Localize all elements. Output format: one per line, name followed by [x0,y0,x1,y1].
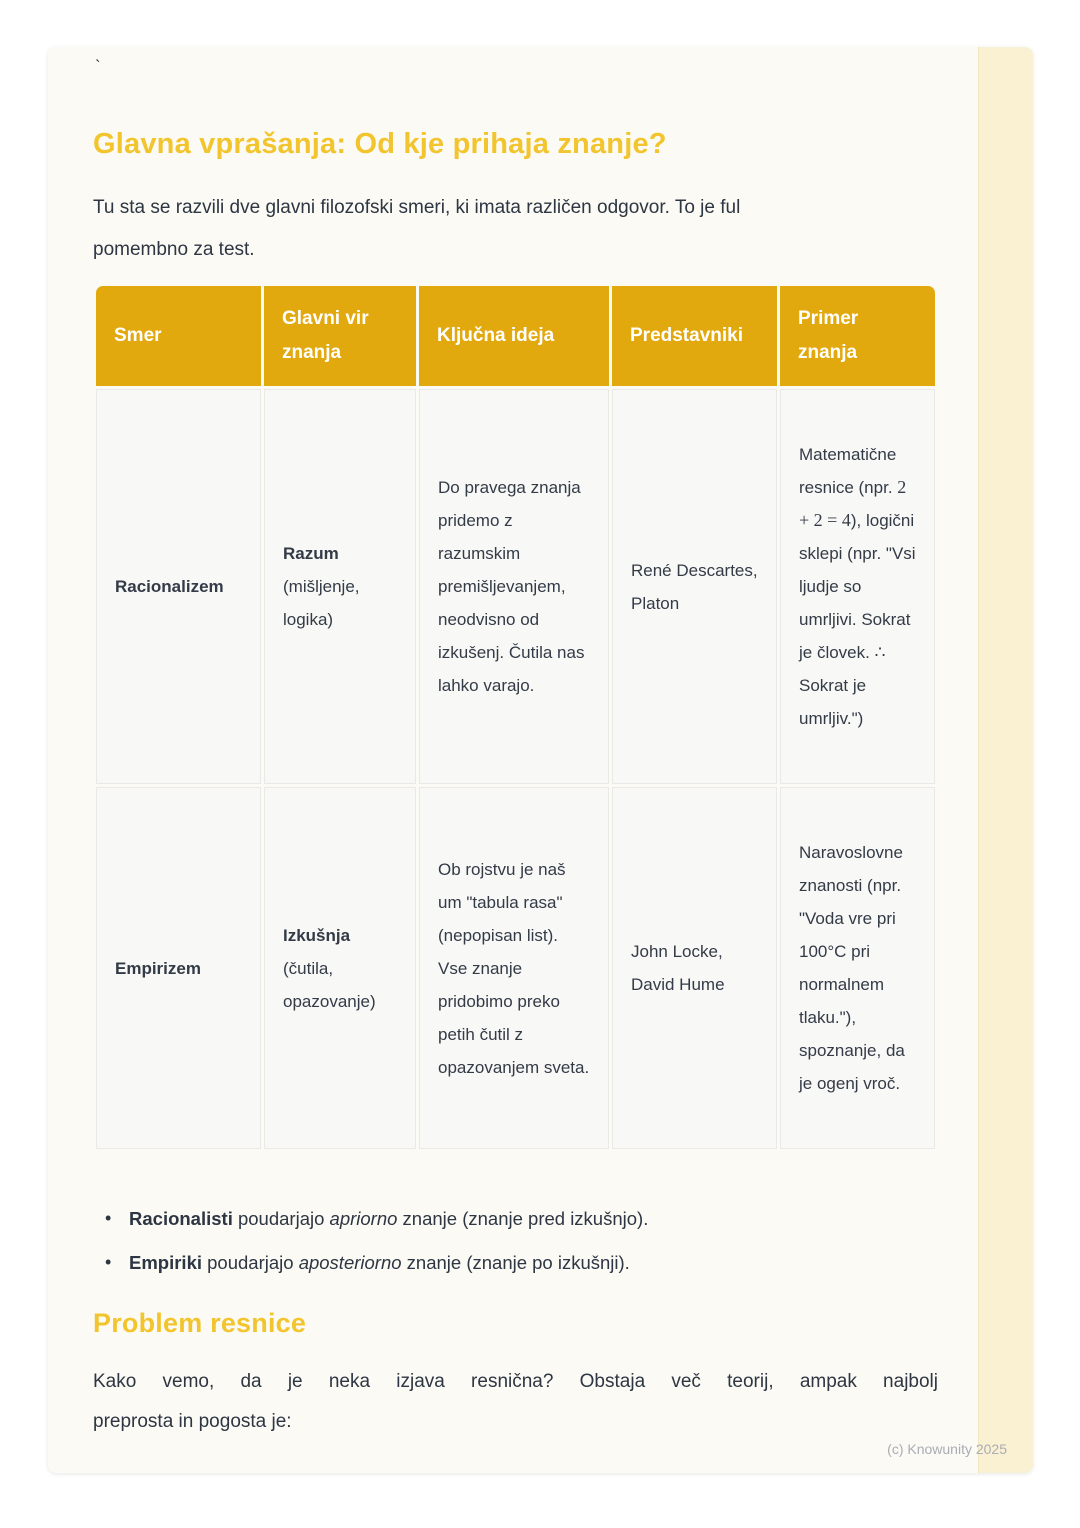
problem-resnice-paragraph: Kako vemo, da je neka izjava resnična? O… [93,1362,938,1442]
bullet-bold: Racionalisti [129,1208,233,1229]
intro-paragraph: Tu sta se razvili dve glavni filozofski … [93,187,938,271]
bullet-italic: apriorno [329,1208,398,1229]
bullet-mid: poudarjajo [202,1252,299,1273]
stray-character: ` [95,57,101,76]
column-header-primer-znanja: Primer znanja [780,286,935,386]
section-title-problem-resnice: Problem resnice [93,1308,307,1338]
cell-predstavniki-racionalizem: René Descartes, Platon [612,389,777,784]
column-header-predstavniki: Predstavniki [612,286,777,386]
summary-bullet-list: • Racionalisti poudarjajo apriorno znanje… [93,1204,938,1278]
list-item-empiriki: • Empiriki poudarjajo aposteriorno znanje… [105,1248,938,1278]
paragraph-line-1: Kako vemo, da je neka izjava resnična? O… [93,1371,938,1392]
notes-page: ` Glavna vprašanja: Od kje prihaja znanj… [48,47,1033,1473]
cell-primer-racionalizem: Matematične resnice (npr. 2 + 2 = 4), lo… [780,389,935,784]
table-header-row: Smer Glavni vir znanja Ključna ideja Pre… [96,286,935,386]
column-header-kljucna-ideja: Ključna ideja [419,286,609,386]
math-expression: 2 + 2 = 4 [799,477,907,530]
bullet-icon: • [105,1208,112,1228]
vir-rest: (mišljenje, logika) [283,577,360,629]
copyright-footer: (c) Knowunity 2025 [887,1441,1007,1457]
primer-text-pre: Matematične resnice (npr. [799,445,898,497]
bullet-mid: poudarjajo [232,1208,330,1229]
cell-ideja-empirizem: Ob rojstvu je naš um "tabula rasa" (nepo… [419,787,609,1149]
paragraph-line-2: preprosta in pogosta je: [93,1411,292,1432]
philosophy-directions-table: Smer Glavni vir znanja Ključna ideja Pre… [93,283,938,1152]
cell-ideja-racionalizem: Do pravega znanja pridemo z razumskim pr… [419,389,609,784]
cell-smer-empirizem: Empirizem [96,787,261,1149]
cell-primer-empirizem: Naravoslovne znanosti (npr. "Voda vre pr… [780,787,935,1149]
smer-label: Empirizem [115,958,201,978]
page-content: ` Glavna vprašanja: Od kje prihaja znanj… [48,57,1033,1442]
intro-line-1: Tu sta se razvili dve glavni filozofski … [93,197,741,218]
intro-line-2: pomembno za test. [93,239,255,260]
cell-predstavniki-empirizem: John Locke, David Hume [612,787,777,1149]
primer-text-post: Naravoslovne znanosti (npr. "Voda vre pr… [799,843,905,1093]
bullet-bold: Empiriki [129,1252,202,1273]
cell-smer-racionalizem: Racionalizem [96,389,261,784]
table-row-racionalizem: Racionalizem Razum (mišljenje, logika) Do… [96,389,935,784]
bullet-italic: aposteriorno [298,1252,402,1273]
vir-bold: Razum [283,544,339,563]
list-item-racionalisti: • Racionalisti poudarjajo apriorno znanje… [105,1204,938,1234]
column-header-glavni-vir-znanja: Glavni vir znanja [264,286,416,386]
bullet-icon: • [105,1252,112,1272]
cell-vir-racionalizem: Razum (mišljenje, logika) [264,389,416,784]
column-header-smer: Smer [96,286,261,386]
vir-rest: (čutila, opazovanje) [283,958,376,1011]
vir-bold: Izkušnja [283,925,351,945]
cell-vir-empirizem: Izkušnja (čutila, opazovanje) [264,787,416,1149]
section-title-glavna-vprasanja: Glavna vprašanja: Od kje prihaja znanje? [93,128,667,160]
bullet-rest: znanje (znanje pred izkušnjo). [397,1208,649,1229]
page-edge-stripe [978,47,1033,1473]
primer-text-post: ), logični sklepi (npr. "Vsi ljudje so u… [799,511,916,728]
bullet-rest: znanje (znanje po izkušnji). [401,1252,630,1273]
table-row-empirizem: Empirizem Izkušnja (čutila, opazovanje) O… [96,787,935,1149]
smer-label: Racionalizem [115,577,224,596]
